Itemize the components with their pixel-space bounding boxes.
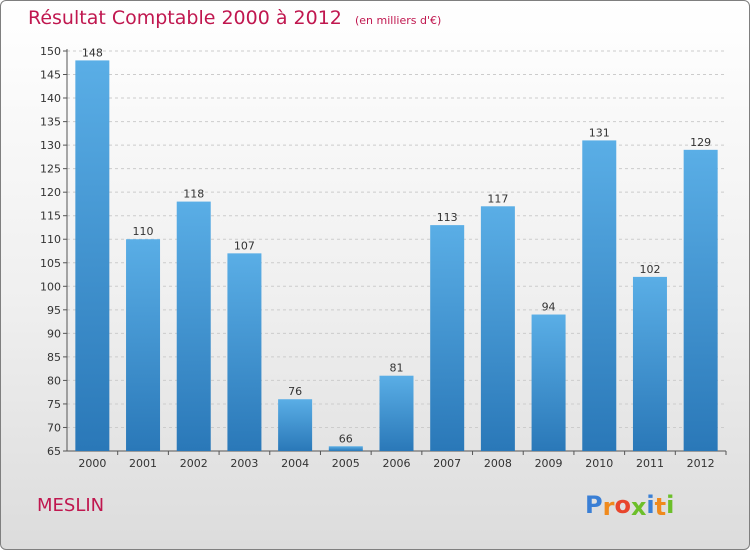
bar-2009 bbox=[531, 314, 566, 451]
title-row: Résultat Comptable 2000 à 2012 (en milli… bbox=[28, 7, 441, 29]
bar-2006 bbox=[379, 375, 414, 451]
y-tick-label: 135 bbox=[40, 116, 61, 129]
logo-letter: i bbox=[666, 491, 675, 519]
x-tick-label-2007: 2007 bbox=[433, 457, 461, 470]
x-tick-label-2004: 2004 bbox=[281, 457, 309, 470]
x-tick-label-2008: 2008 bbox=[484, 457, 512, 470]
x-tick-label-2003: 2003 bbox=[230, 457, 258, 470]
proxiti-logo: Proxiti bbox=[585, 491, 675, 521]
y-tick-label: 115 bbox=[40, 210, 61, 223]
bar-2000 bbox=[75, 60, 110, 451]
bar-2011 bbox=[632, 276, 667, 451]
data-label-2001: 110 bbox=[133, 225, 154, 238]
axis-layer: 65 70 75 80 85 90 95 100 105 110 115 120 125 130 135 14… bbox=[40, 45, 727, 458]
bar-2012 bbox=[683, 149, 718, 451]
y-tick-label: 120 bbox=[40, 186, 61, 199]
data-label-2010: 131 bbox=[589, 126, 610, 139]
y-tick-label: 140 bbox=[40, 92, 61, 105]
bar-2007 bbox=[430, 225, 465, 451]
data-label-2004: 76 bbox=[288, 385, 302, 398]
logo-letter: x bbox=[630, 493, 647, 521]
logo-letter: P bbox=[585, 491, 603, 519]
y-tick-label: 95 bbox=[47, 304, 61, 317]
y-tick-label: 105 bbox=[40, 257, 61, 270]
y-tick-label: 65 bbox=[47, 445, 61, 458]
bar-2001 bbox=[126, 239, 161, 451]
y-tick-label: 150 bbox=[40, 45, 61, 58]
y-tick-label: 145 bbox=[40, 69, 61, 82]
bar-layer bbox=[75, 60, 718, 452]
x-tick-label-2012: 2012 bbox=[687, 457, 715, 470]
commune-name: MESLIN bbox=[37, 495, 105, 516]
bar-2008 bbox=[480, 206, 515, 451]
logo-letter: o bbox=[614, 491, 631, 519]
y-tick-label: 100 bbox=[40, 280, 61, 293]
data-label-2011: 102 bbox=[639, 263, 660, 276]
data-label-2005: 66 bbox=[339, 432, 353, 445]
data-label-2012: 129 bbox=[690, 136, 711, 149]
chart-title: Résultat Comptable 2000 à 2012 bbox=[28, 7, 342, 29]
data-label-2003: 107 bbox=[234, 239, 255, 252]
y-tick-label: 125 bbox=[40, 163, 61, 176]
logo-letter: i bbox=[646, 491, 655, 519]
x-tick-label-2011: 2011 bbox=[636, 457, 664, 470]
data-label-2002: 118 bbox=[183, 188, 204, 201]
x-tick-label-2000: 2000 bbox=[78, 457, 106, 470]
y-tick-label: 70 bbox=[47, 421, 61, 434]
data-label-2008: 117 bbox=[487, 192, 508, 205]
data-label-2000: 148 bbox=[82, 46, 103, 59]
bar-2005 bbox=[328, 446, 363, 451]
x-tick-label-2002: 2002 bbox=[180, 457, 208, 470]
label-layer: 148 2000 110 2001 118 2002 107 2003 76 2004 66 2005… bbox=[78, 46, 714, 470]
x-tick-label-2010: 2010 bbox=[585, 457, 613, 470]
data-label-2006: 81 bbox=[390, 362, 404, 375]
data-label-2007: 113 bbox=[437, 211, 458, 224]
y-tick-label: 85 bbox=[47, 351, 61, 364]
x-tick-label-2001: 2001 bbox=[129, 457, 157, 470]
logo-letter: t bbox=[654, 493, 667, 521]
y-tick-label: 110 bbox=[40, 233, 61, 246]
logo-letter: r bbox=[602, 493, 615, 521]
y-tick-label: 75 bbox=[47, 398, 61, 411]
bar-2004 bbox=[278, 399, 313, 451]
bar-2003 bbox=[227, 253, 262, 451]
x-tick-label-2009: 2009 bbox=[535, 457, 563, 470]
x-tick-label-2005: 2005 bbox=[332, 457, 360, 470]
y-tick-label: 130 bbox=[40, 139, 61, 152]
chart-subtitle: (en milliers d'€) bbox=[354, 14, 442, 27]
y-tick-label: 90 bbox=[47, 327, 61, 340]
bar-2010 bbox=[582, 140, 617, 452]
y-tick-label: 80 bbox=[47, 374, 61, 387]
bar-2002 bbox=[176, 201, 211, 451]
x-tick-label-2006: 2006 bbox=[383, 457, 411, 470]
data-label-2009: 94 bbox=[542, 301, 556, 314]
